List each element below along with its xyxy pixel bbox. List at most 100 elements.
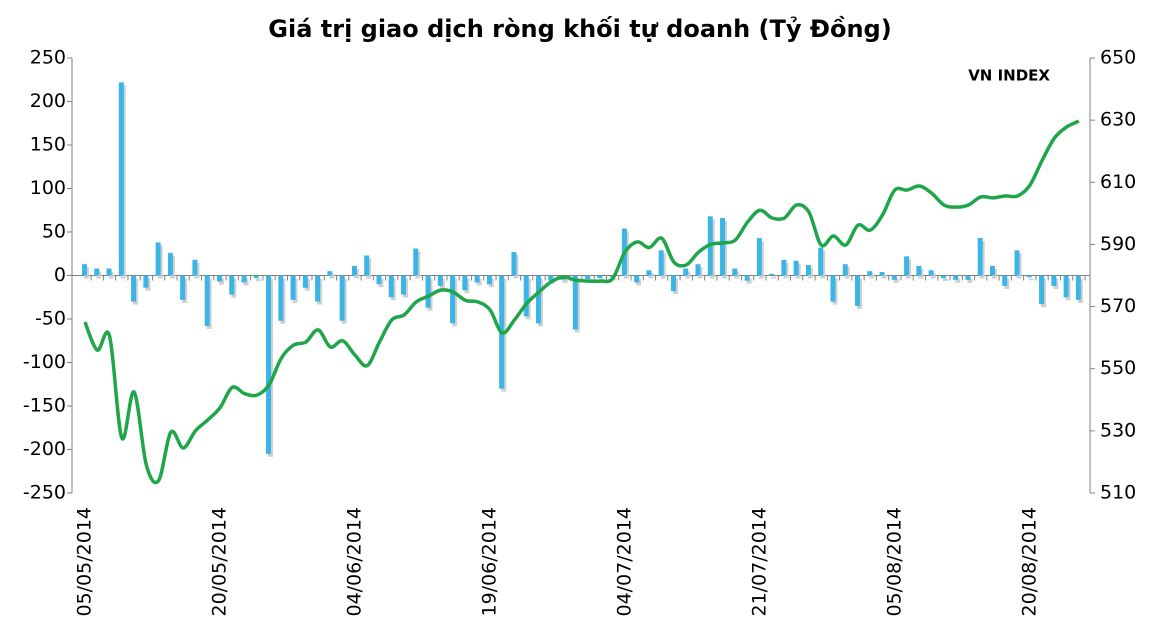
bar [597, 275, 603, 279]
bar [548, 275, 554, 281]
bar [842, 264, 848, 276]
bar [953, 275, 959, 280]
y-tick-label: 150 [30, 134, 66, 156]
bar [769, 273, 775, 276]
y2-tick-label: 570 [1100, 295, 1136, 317]
bar [634, 275, 640, 283]
bar-shadow [746, 278, 752, 284]
bar [830, 275, 836, 302]
bar [585, 275, 591, 279]
y2-tick-label: 590 [1100, 233, 1136, 255]
bar [364, 255, 370, 276]
bar-shadow [881, 275, 887, 279]
bar-shadow [329, 274, 335, 279]
bar-shadow [255, 278, 261, 282]
bar [720, 218, 726, 276]
bar [401, 275, 407, 295]
x-tick-label: 21/07/2014 [748, 507, 770, 617]
bar [535, 275, 541, 324]
bar [940, 275, 946, 279]
bar [989, 265, 995, 276]
bar [241, 275, 247, 283]
x-tick-label: 04/06/2014 [343, 507, 365, 617]
bar [805, 265, 811, 276]
y2-tick-label: 650 [1100, 47, 1136, 69]
bar [131, 275, 137, 302]
x-tick-label: 04/07/2014 [613, 507, 635, 617]
bar [82, 264, 87, 276]
bar [781, 259, 787, 276]
y-tick-label: 200 [30, 90, 66, 112]
bar [388, 275, 394, 298]
bar [167, 252, 173, 276]
bar [450, 275, 456, 324]
bar [965, 275, 971, 280]
bar [376, 275, 382, 285]
bar [266, 275, 272, 454]
bar [523, 275, 529, 317]
bar [744, 275, 750, 281]
bar [229, 275, 235, 295]
annotation: VN INDEX [968, 67, 1050, 85]
bar [425, 275, 431, 308]
bar [155, 242, 161, 276]
bar [756, 238, 762, 276]
bar [928, 270, 934, 276]
x-tick-label: 05/08/2014 [883, 507, 905, 617]
bar [474, 275, 480, 283]
bar-shadow [562, 278, 568, 283]
bar [143, 275, 149, 288]
bar [437, 275, 443, 286]
bar [977, 238, 983, 276]
bar [867, 271, 873, 276]
bar [855, 275, 861, 306]
y-tick-label: -50 [35, 308, 66, 330]
bar-shadow [942, 278, 948, 282]
x-tick-label: 20/08/2014 [1018, 507, 1040, 617]
bar-shadow [930, 273, 936, 279]
bar [462, 275, 468, 291]
bar [302, 275, 308, 288]
bar [891, 275, 897, 280]
bar [572, 275, 578, 330]
bar-shadow [771, 276, 777, 279]
bar [413, 248, 419, 276]
y-tick-label: 0 [54, 264, 66, 286]
bar-shadow [1028, 278, 1034, 281]
bar [278, 275, 284, 321]
bar [1026, 275, 1032, 278]
bar [732, 268, 738, 276]
bar [253, 275, 259, 279]
bar [793, 260, 799, 276]
bar [511, 252, 517, 276]
y-tick-label: 100 [30, 177, 66, 199]
y-tick-label: -250 [23, 482, 66, 504]
y-tick-label: -200 [23, 438, 66, 460]
bar [315, 275, 321, 302]
y2-tick-label: 530 [1100, 419, 1136, 441]
y-tick-label: 50 [42, 221, 66, 243]
bar [106, 268, 112, 276]
bar [216, 275, 222, 282]
line [83, 119, 1080, 485]
y-tick-label: -100 [23, 351, 66, 373]
bar [94, 268, 100, 276]
bar [818, 247, 824, 276]
bar [1039, 275, 1045, 305]
bar-shadow [869, 274, 875, 279]
y2-tick-label: 610 [1100, 171, 1136, 193]
bar-shadow [955, 278, 961, 283]
x-tick-label: 19/06/2014 [478, 507, 500, 617]
bar-shadow [893, 278, 899, 283]
bar [118, 82, 124, 276]
bar [339, 275, 345, 321]
bar-shadow [648, 273, 654, 279]
y2-tick-label: 550 [1100, 357, 1136, 379]
y2-tick-label: 510 [1100, 482, 1136, 504]
bar [916, 265, 922, 276]
bar [1063, 275, 1069, 298]
bar [204, 275, 210, 326]
x-tick-label: 20/05/2014 [208, 507, 230, 617]
bar [327, 271, 333, 276]
bar [486, 275, 492, 285]
